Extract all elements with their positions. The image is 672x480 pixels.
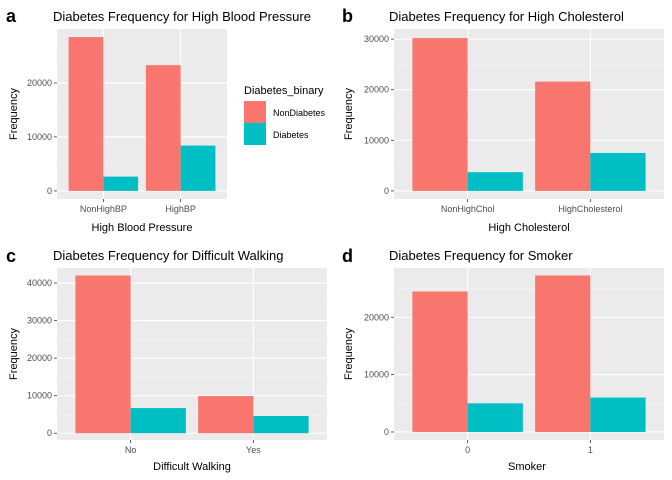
y-tick-label: 10000 — [364, 135, 389, 145]
bar-diabetes-yes — [253, 415, 309, 434]
legend-item-diabetes: Diabetes — [244, 123, 309, 145]
y-tick-label: 0 — [384, 186, 389, 196]
bar-diabetes-nonhighbp — [103, 176, 139, 191]
chart-title: Diabetes Frequency for Difficult Walking — [53, 248, 283, 263]
legend-swatch — [244, 101, 266, 123]
bar-nondiabetes-1 — [535, 275, 591, 432]
y-tick-label: 10000 — [27, 391, 52, 401]
y-tick-label: 30000 — [364, 34, 389, 44]
y-axis-title: Frequency — [343, 88, 355, 140]
bars — [412, 38, 646, 191]
bar-nondiabetes-nonhighbp — [68, 37, 104, 191]
bar-nondiabetes-highbp — [145, 65, 181, 191]
bar-diabetes-1 — [590, 397, 646, 432]
bar-diabetes-0 — [467, 403, 523, 432]
y-tick-label: 20000 — [27, 78, 52, 88]
y-tick-label: 20000 — [27, 353, 52, 363]
y-axis-ticks: 0 10000 20000 30000 40000 — [27, 278, 57, 438]
bars — [75, 275, 309, 434]
chart-title: Diabetes Frequency for High Blood Pressu… — [53, 9, 311, 24]
y-axis-ticks: 0 10000 20000 30000 — [364, 34, 394, 196]
x-axis-title: Smoker — [508, 461, 546, 473]
bar-nondiabetes-yes — [198, 396, 254, 434]
legend-label: Diabetes — [273, 130, 309, 140]
y-axis-title: Frequency — [8, 328, 20, 380]
x-axis-title: High Cholesterol — [488, 222, 569, 234]
bar-diabetes-nonhighchol — [467, 172, 523, 191]
y-tick-label: 20000 — [364, 85, 389, 95]
x-axis-ticks: NonHighChol HighCholesterol — [441, 199, 622, 214]
y-tick-label: 30000 — [27, 316, 52, 326]
y-tick-label: 0 — [47, 186, 52, 196]
x-axis-title: Difficult Walking — [153, 461, 231, 473]
y-axis-title: Frequency — [8, 88, 20, 140]
bar-nondiabetes-no — [75, 275, 131, 434]
y-tick-label: 0 — [47, 428, 52, 438]
y-axis-ticks: 0 10000 20000 — [364, 312, 394, 437]
x-tick-label: HighCholesterol — [558, 204, 622, 214]
bar-nondiabetes-nonhighchol — [412, 38, 468, 191]
y-axis-title: Frequency — [343, 328, 355, 380]
x-axis-title: High Blood Pressure — [92, 222, 193, 234]
x-tick-label: 0 — [465, 445, 470, 455]
y-tick-label: 10000 — [27, 132, 52, 142]
x-tick-label: HighBP — [165, 204, 196, 214]
panel-tag: c — [6, 246, 16, 266]
y-tick-label: 0 — [384, 427, 389, 437]
y-tick-label: 10000 — [364, 370, 389, 380]
panel-tag: b — [342, 6, 353, 26]
bars — [68, 37, 216, 191]
chart-panel-c: c Diabetes Frequency for Difficult Walki… — [6, 246, 327, 473]
chart-panel-a: a Diabetes Frequency for High Blood Pres… — [6, 6, 311, 234]
legend-swatch — [244, 123, 266, 145]
bar-nondiabetes-0 — [412, 291, 468, 432]
bar-diabetes-highbp — [180, 145, 216, 191]
legend-title: Diabetes_binary — [244, 85, 324, 97]
x-tick-label: No — [125, 445, 137, 455]
chart-title: Diabetes Frequency for High Cholesterol — [389, 9, 624, 24]
bar-nondiabetes-highcholesterol — [535, 81, 591, 191]
chart-panel-b: b Diabetes Frequency for High Cholestero… — [342, 6, 664, 234]
bar-diabetes-no — [130, 408, 186, 434]
legend: Diabetes_binary NonDiabetes Diabetes — [244, 85, 326, 145]
bar-diabetes-highcholesterol — [590, 152, 646, 191]
x-tick-label: 1 — [588, 445, 593, 455]
x-tick-label: NonHighBP — [80, 204, 127, 214]
bars — [412, 275, 646, 432]
x-tick-label: Yes — [246, 445, 261, 455]
chart-title: Diabetes Frequency for Smoker — [389, 248, 573, 263]
y-tick-label: 20000 — [364, 312, 389, 322]
panel-tag: a — [6, 6, 17, 26]
panel-tag: d — [342, 246, 353, 266]
legend-label: NonDiabetes — [273, 108, 326, 118]
legend-item-nondiabetes: NonDiabetes — [244, 101, 326, 123]
chart-panel-d: d Diabetes Frequency for Smoker 0 10000 20… — [342, 246, 664, 473]
x-axis-ticks: NonHighBP HighBP — [80, 199, 196, 214]
x-tick-label: NonHighChol — [441, 204, 495, 214]
y-axis-ticks: 0 10000 20000 — [27, 78, 57, 196]
y-tick-label: 40000 — [27, 278, 52, 288]
x-axis-ticks: No Yes — [125, 440, 261, 455]
